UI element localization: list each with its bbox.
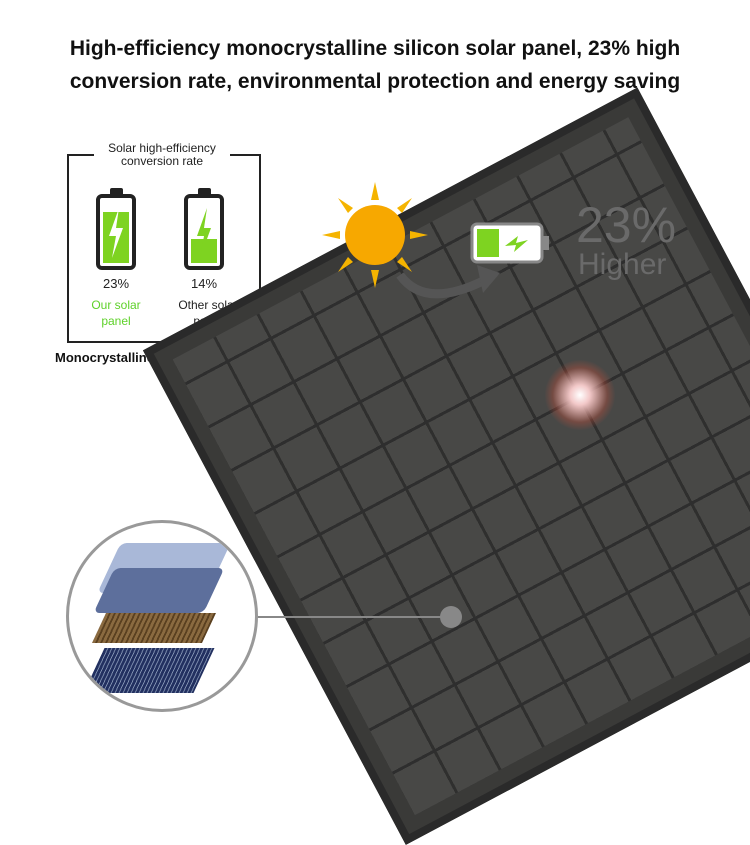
battery-charging-icon xyxy=(470,222,549,264)
comparison-title: Solar high-efficiency conversion rate xyxy=(94,142,230,168)
curved-arrow-icon xyxy=(396,265,500,299)
sun-glare xyxy=(545,360,615,430)
headline: High-efficiency monocrystalline silicon … xyxy=(0,32,750,98)
pointer-line xyxy=(250,616,450,618)
headline-line-1: High-efficiency monocrystalline silicon … xyxy=(69,37,681,60)
other-percent: 14% xyxy=(190,276,218,291)
pointer-dot xyxy=(440,606,462,628)
layers-inset xyxy=(66,520,258,712)
ours-label: Our solar panel xyxy=(91,298,141,328)
battery-other-icon xyxy=(184,188,224,270)
ours-percent: 23% xyxy=(102,276,130,291)
highlight-value: 23% xyxy=(576,197,677,253)
highlight-label: Higher xyxy=(578,248,667,281)
battery-ours-icon xyxy=(96,188,136,270)
sun-icon xyxy=(322,182,428,288)
headline-line-2: conversion rate, environmental protectio… xyxy=(69,70,681,93)
